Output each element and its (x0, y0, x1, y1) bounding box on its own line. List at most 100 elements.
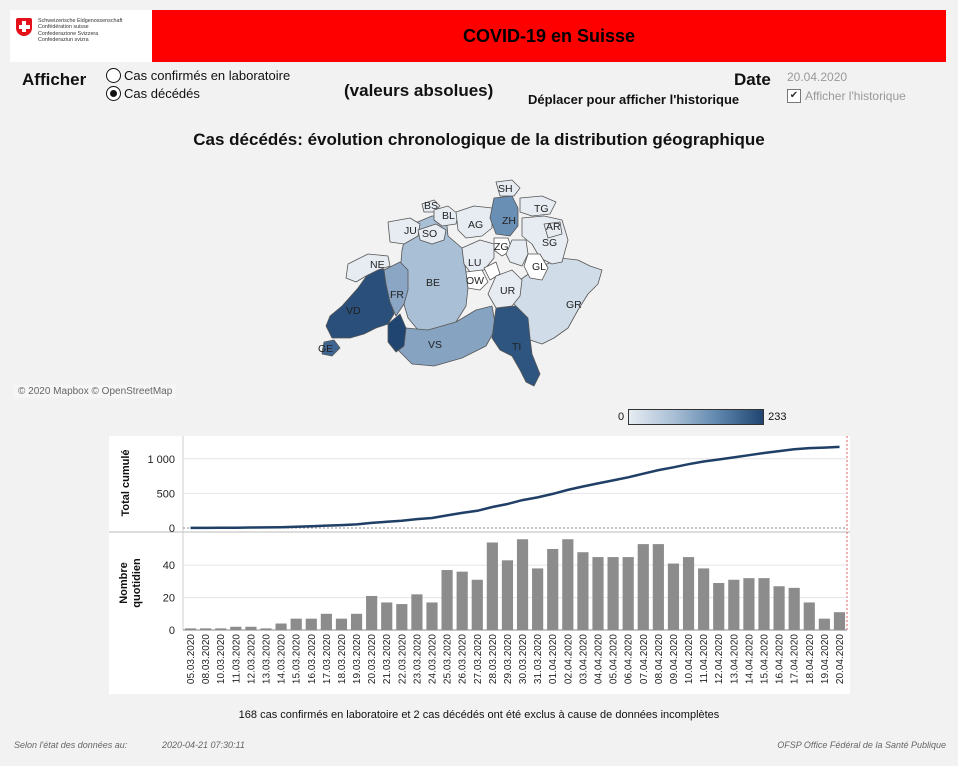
daily-bar[interactable] (486, 542, 498, 630)
canton-so[interactable] (417, 223, 447, 245)
date-slider-value[interactable]: 20.04.2020 (787, 70, 848, 84)
daily-bar[interactable] (773, 586, 785, 630)
daily-bar[interactable] (260, 628, 272, 630)
x-tick-label: 20.04.2020 (835, 634, 846, 684)
radio-label: Cas confirmés en laboratoire (124, 68, 291, 83)
x-tick-label: 02.04.2020 (563, 634, 574, 684)
x-tick-label: 05.04.2020 (609, 634, 620, 684)
radio-cas-confirmes[interactable]: Cas confirmés en laboratoire (106, 68, 290, 83)
daily-bar[interactable] (305, 618, 317, 630)
daily-bar[interactable] (396, 604, 408, 630)
canton-sh[interactable] (495, 179, 521, 197)
daily-bar[interactable] (516, 539, 529, 630)
map-attribution[interactable]: © 2020 Mapbox © OpenStreetMap (14, 385, 177, 398)
canton-label: NE (370, 259, 385, 271)
daily-bar[interactable] (366, 595, 378, 630)
canton-ju[interactable] (387, 217, 421, 245)
daily-bar[interactable] (622, 557, 634, 630)
daily-bar[interactable] (456, 571, 468, 630)
canton-gl[interactable] (523, 253, 549, 281)
canton-sz[interactable] (505, 239, 529, 267)
daily-bar[interactable] (562, 539, 574, 630)
daily-bar[interactable] (667, 563, 680, 630)
canton-fr[interactable] (383, 261, 409, 317)
daily-bar[interactable] (532, 568, 544, 630)
daily-bar[interactable] (184, 628, 197, 630)
canton-ur[interactable] (487, 269, 523, 309)
y-axis-title: Nombre (118, 562, 130, 604)
afficher-historique-checkbox[interactable]: ✔ Afficher l'historique (787, 89, 906, 103)
daily-bar[interactable] (833, 612, 846, 630)
daily-bar[interactable] (818, 618, 830, 630)
y-tick-label: 0 (169, 625, 175, 637)
daily-bar[interactable] (788, 587, 800, 630)
x-tick-label: 13.03.2020 (262, 634, 273, 684)
x-tick-label: 03.04.2020 (578, 634, 589, 684)
y-tick-label: 500 (157, 488, 175, 500)
daily-bar[interactable] (637, 544, 649, 630)
x-tick-label: 14.04.2020 (744, 634, 755, 684)
daily-bar[interactable] (743, 578, 755, 630)
daily-bar[interactable] (275, 623, 287, 630)
x-tick-label: 07.04.2020 (639, 634, 650, 684)
daily-bar[interactable] (381, 602, 393, 630)
daily-bar[interactable] (290, 618, 302, 630)
afficher-label: Afficher (22, 70, 87, 89)
canton-fr-lake-district[interactable] (387, 313, 407, 353)
daily-bar[interactable] (215, 628, 227, 630)
canton-ow[interactable] (465, 269, 489, 291)
canton-lu[interactable] (461, 239, 495, 273)
switzerland-choropleth-map[interactable]: SH BS BL AG ZH TG JU SO AR ZG SG NE LU G… (316, 178, 616, 392)
daily-bar[interactable] (682, 557, 695, 630)
x-tick-label: 06.04.2020 (624, 634, 635, 684)
daily-bar[interactable] (245, 626, 257, 630)
daily-bar[interactable] (577, 552, 589, 630)
x-tick-label: 21.03.2020 (382, 634, 393, 684)
daily-bar[interactable] (607, 557, 619, 630)
daily-bar[interactable] (320, 613, 332, 630)
canton-ge[interactable] (321, 339, 341, 357)
daily-bar[interactable] (350, 613, 363, 630)
daily-bar[interactable] (426, 602, 438, 630)
canton-zh[interactable] (489, 195, 519, 237)
radio-circle-selected-icon[interactable] (106, 86, 121, 101)
daily-bar[interactable] (501, 560, 514, 630)
daily-bar[interactable] (471, 579, 483, 630)
daily-bar[interactable] (713, 583, 725, 630)
canton-label: BE (426, 277, 440, 289)
time-series-chart[interactable]: 0 500 1 000 Total cumulé 0 20 40 Nombre quotidie… (109, 436, 850, 694)
x-tick-label: 15.04.2020 (760, 634, 771, 684)
canton-label: GR (566, 299, 582, 311)
daily-bar[interactable] (652, 544, 664, 630)
x-tick-label: 17.04.2020 (790, 634, 801, 684)
daily-bar[interactable] (803, 602, 815, 630)
cumulative-line[interactable] (190, 445, 840, 530)
daily-bar[interactable] (592, 557, 604, 630)
canton-ti[interactable] (491, 305, 541, 387)
daily-bar[interactable] (411, 594, 423, 630)
daily-bar[interactable] (547, 548, 559, 630)
daily-bar[interactable] (441, 570, 453, 630)
canton-nw[interactable] (483, 261, 501, 281)
legend-gradient (628, 409, 765, 425)
canton-label: SO (422, 228, 437, 240)
daily-bar[interactable] (335, 618, 348, 630)
checkbox-checked-icon[interactable]: ✔ (787, 89, 801, 103)
radio-cas-decedes[interactable]: Cas décédés (106, 86, 200, 101)
logo-line: Schweizerische Eidgenossenschaft (38, 18, 123, 24)
daily-bar[interactable] (200, 628, 212, 630)
canton-ag[interactable] (455, 205, 493, 239)
canton-ar[interactable] (543, 221, 563, 239)
canton-ne[interactable] (345, 253, 391, 283)
canton-tg[interactable] (519, 195, 557, 217)
daily-bar[interactable] (728, 579, 740, 630)
canton-label: VD (346, 305, 361, 317)
x-tick-label: 13.04.2020 (729, 634, 740, 684)
radio-circle-icon[interactable] (106, 68, 121, 83)
daily-bar[interactable] (698, 568, 710, 630)
y-tick-label: 20 (163, 593, 175, 605)
header: Schweizerische Eidgenossenschaft Confédé… (10, 10, 946, 62)
daily-bar[interactable] (230, 626, 242, 630)
canton-bl[interactable] (433, 205, 459, 227)
daily-bar[interactable] (758, 578, 770, 630)
